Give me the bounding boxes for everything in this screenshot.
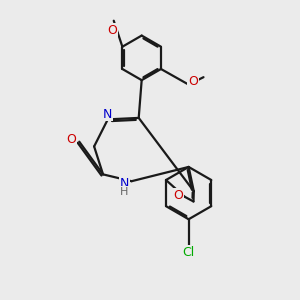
Text: N: N [103, 107, 112, 121]
Text: O: O [107, 24, 117, 37]
Text: H: H [120, 187, 128, 196]
Text: N: N [119, 177, 129, 190]
Text: O: O [66, 134, 76, 146]
Text: O: O [173, 189, 183, 202]
Text: O: O [188, 74, 198, 88]
Text: Cl: Cl [182, 246, 195, 259]
